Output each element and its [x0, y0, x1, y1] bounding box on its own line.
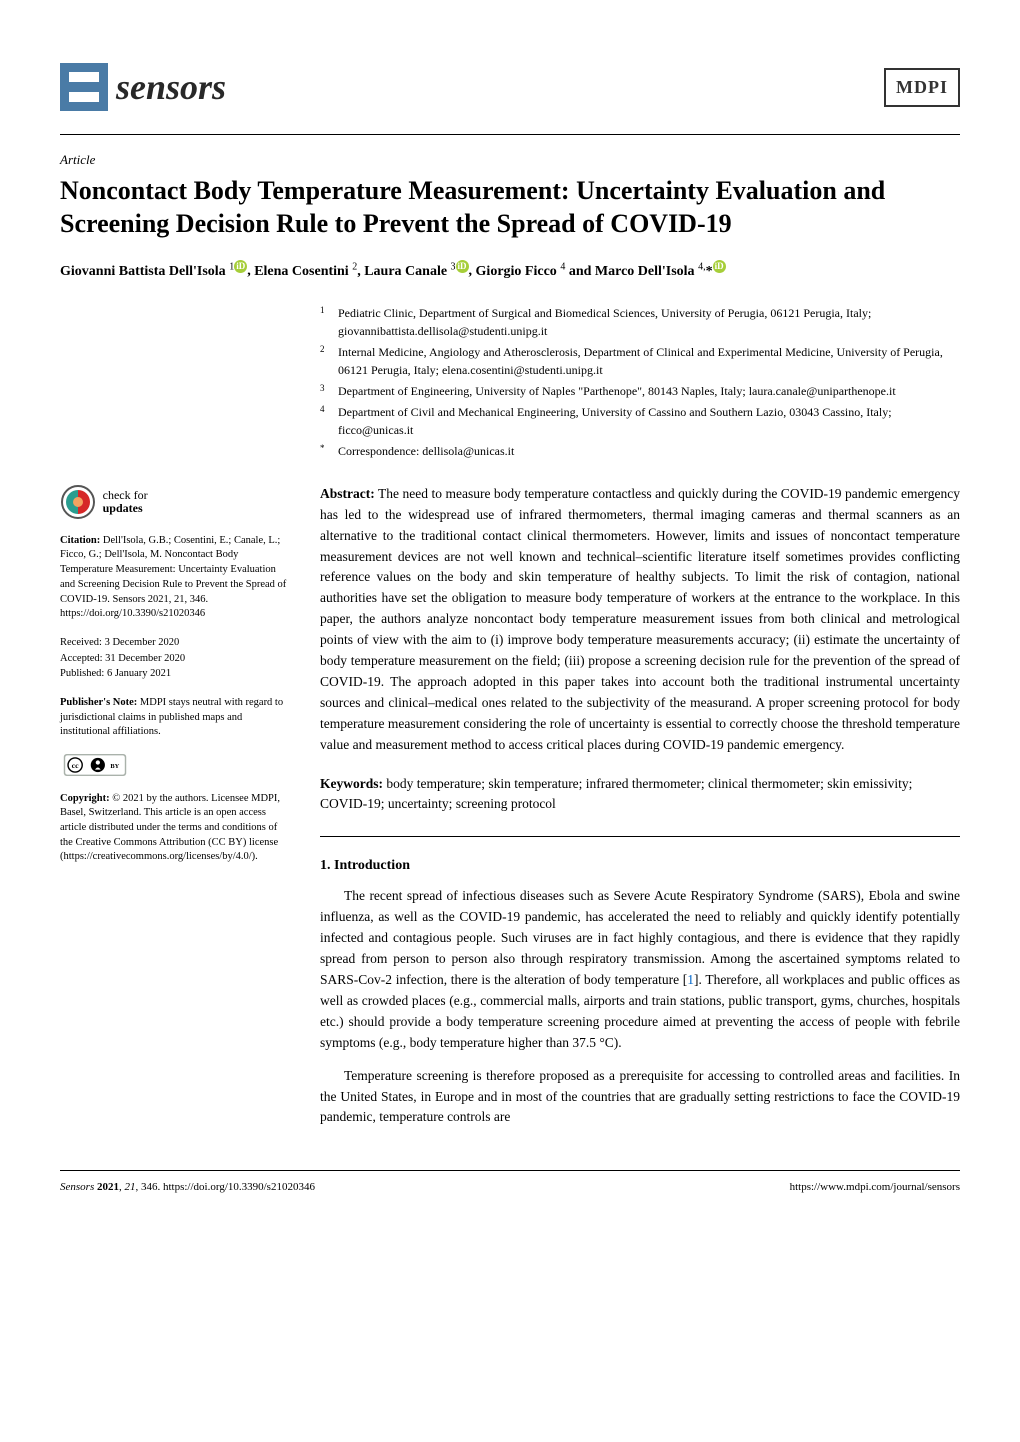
abstract-label: Abstract:	[320, 486, 375, 501]
reference-link-1[interactable]: 1	[687, 972, 694, 987]
affiliation-num: 1	[320, 304, 325, 318]
correspondence: *Correspondence: dellisola@unicas.it	[338, 442, 960, 460]
affiliation-text: Department of Engineering, University of…	[338, 384, 896, 398]
svg-text:cc: cc	[72, 761, 79, 770]
publisher-note-block: Publisher's Note: MDPI stays neutral wit…	[60, 696, 290, 740]
footer-right[interactable]: https://www.mdpi.com/journal/sensors	[790, 1179, 960, 1196]
author-4: Giorgio Ficco 4 and	[476, 264, 595, 279]
keywords-block: Keywords: body temperature; skin tempera…	[320, 774, 960, 815]
copyright-block: Copyright: © 2021 by the authors. Licens…	[60, 792, 290, 865]
date-accepted: Accepted: 31 December 2020	[60, 652, 290, 667]
mdpi-logo: MDPI	[884, 68, 960, 107]
citation-block: Citation: Dell'Isola, G.B.; Cosentini, E…	[60, 534, 290, 622]
affiliation-4: 4Department of Civil and Mechanical Engi…	[338, 403, 960, 439]
orcid-icon[interactable]: iD	[234, 260, 247, 273]
authors-line: Giovanni Battista Dell'Isola 1iD, Elena …	[60, 259, 960, 282]
section-1-p2: Temperature screening is therefore propo…	[320, 1066, 960, 1129]
affiliation-2: 2Internal Medicine, Angiology and Athero…	[338, 343, 960, 379]
orcid-icon[interactable]: iD	[713, 260, 726, 273]
journal-logo: sensors	[60, 60, 226, 114]
abstract-block: Abstract: The need to measure body tempe…	[320, 484, 960, 756]
check-updates-badge[interactable]: check for updates	[60, 484, 148, 520]
affiliation-3: 3Department of Engineering, University o…	[338, 382, 960, 400]
copyright-label: Copyright:	[60, 793, 110, 804]
header: sensors MDPI	[60, 60, 960, 114]
svg-text:BY: BY	[110, 763, 119, 770]
affiliations-list: 1 Pediatric Clinic, Department of Surgica…	[320, 304, 960, 460]
main-content: 1 Pediatric Clinic, Department of Surgica…	[320, 304, 960, 1141]
journal-icon	[60, 63, 108, 111]
page-container: sensors MDPI Article Noncontact Body Tem…	[0, 0, 1020, 1236]
check-updates-line1: check for	[103, 488, 148, 502]
footer: Sensors 2021, 21, 346. https://doi.org/1…	[60, 1170, 960, 1196]
footer-left: Sensors 2021, 21, 346. https://doi.org/1…	[60, 1179, 315, 1196]
citation-text: Dell'Isola, G.B.; Cosentini, E.; Canale,…	[60, 535, 286, 619]
affiliation-text: Correspondence: dellisola@unicas.it	[338, 444, 514, 458]
journal-name: sensors	[116, 60, 226, 114]
article-title: Noncontact Body Temperature Measurement:…	[60, 174, 960, 242]
sidebar: check for updates Citation: Dell'Isola, …	[60, 304, 290, 1141]
section-1-title: 1. Introduction	[320, 855, 960, 876]
two-column-layout: check for updates Citation: Dell'Isola, …	[60, 304, 960, 1141]
affiliation-text: Pediatric Clinic, Department of Surgical…	[338, 306, 871, 338]
date-received: Received: 3 December 2020	[60, 636, 290, 651]
check-updates-icon	[60, 484, 96, 520]
affiliation-num: 4	[320, 403, 325, 417]
affiliation-text: Internal Medicine, Angiology and Atheros…	[338, 345, 943, 377]
section-divider	[320, 836, 960, 837]
affiliation-num: 3	[320, 382, 325, 396]
date-published: Published: 6 January 2021	[60, 667, 290, 682]
affiliation-num: 2	[320, 343, 325, 357]
citation-label: Citation:	[60, 535, 100, 546]
publisher-note-label: Publisher's Note:	[60, 697, 137, 708]
keywords-label: Keywords:	[320, 776, 383, 791]
abstract-text: The need to measure body temperature con…	[320, 486, 960, 752]
author-3: Laura Canale 3	[364, 264, 455, 279]
dates-block: Received: 3 December 2020 Accepted: 31 D…	[60, 636, 290, 682]
check-updates-text: check for updates	[103, 489, 148, 515]
article-type: Article	[60, 150, 960, 170]
check-updates-line2: updates	[103, 501, 143, 515]
header-divider	[60, 134, 960, 135]
affiliation-1: 1Pediatric Clinic, Department of Surgica…	[338, 304, 960, 340]
cc-license-badge[interactable]: cc BY	[60, 754, 130, 782]
orcid-icon[interactable]: iD	[456, 260, 469, 273]
author-1: Giovanni Battista Dell'Isola 1	[60, 264, 234, 279]
keywords-text: body temperature; skin temperature; infr…	[320, 776, 912, 811]
author-5: Marco Dell'Isola 4,*	[595, 264, 713, 279]
affiliation-num: *	[320, 442, 325, 456]
author-2: Elena Cosentini 2,	[254, 264, 364, 279]
section-1-p1: The recent spread of infectious diseases…	[320, 886, 960, 1053]
author-sep: ,	[469, 264, 476, 279]
affiliation-text: Department of Civil and Mechanical Engin…	[338, 405, 892, 437]
